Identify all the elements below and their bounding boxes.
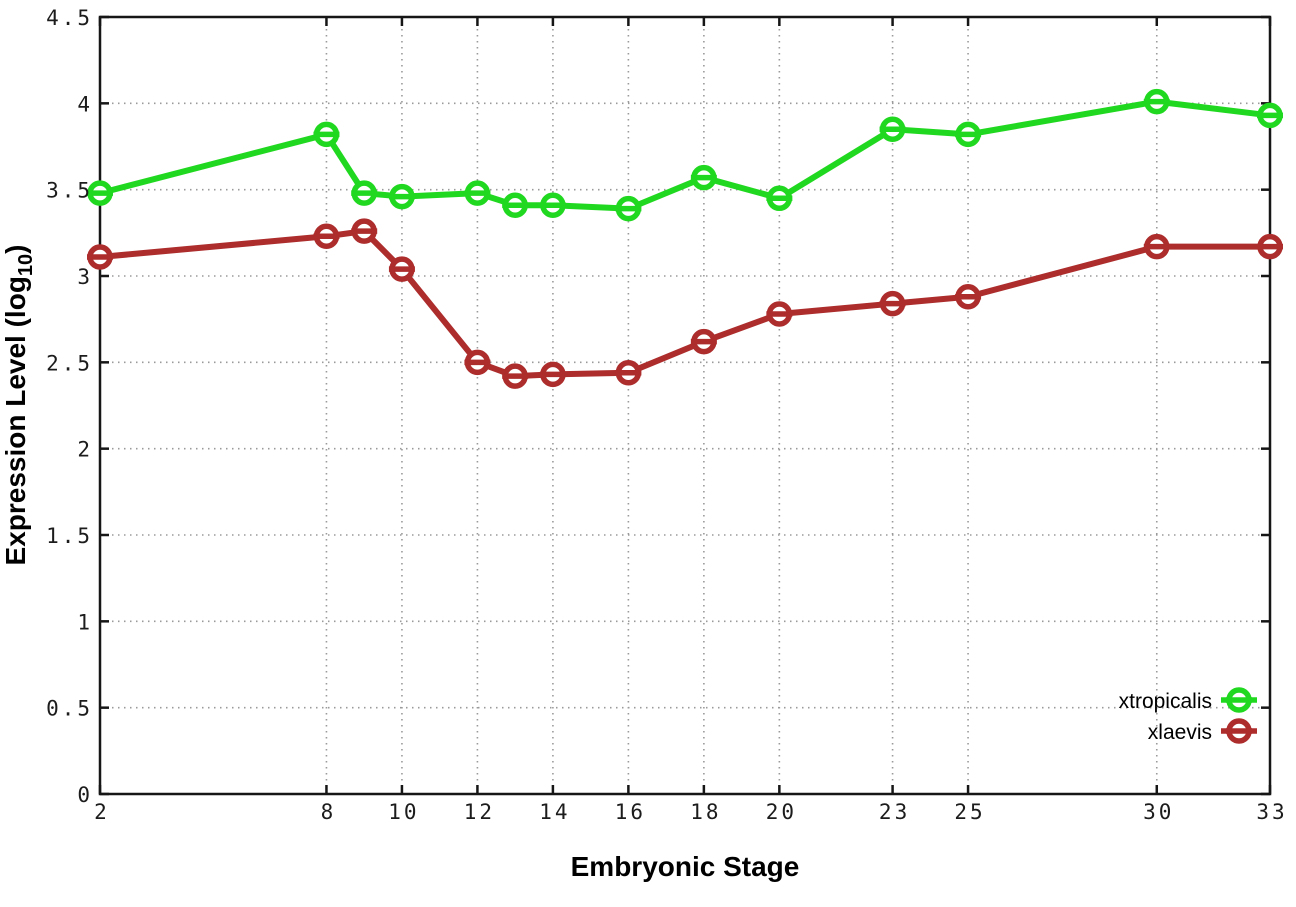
legend-label-xlaevis: xlaevis xyxy=(1148,721,1212,744)
legend-label-xtropicalis: xtropicalis xyxy=(1119,690,1212,713)
legend-item-xlaevis: xlaevis xyxy=(1148,718,1257,744)
y-tick-label: 1.5 xyxy=(46,524,93,548)
x-tick-label: 14 xyxy=(539,800,570,824)
y-tick-label: 0.5 xyxy=(46,697,93,721)
plot-border xyxy=(98,15,1272,796)
y-tick-label: 4.5 xyxy=(46,6,93,30)
x-axis-label: Embryonic Stage xyxy=(571,851,800,882)
y-tick-label: 2.5 xyxy=(46,351,93,375)
y-tick-label: 1 xyxy=(77,610,93,634)
y-tick-label: 4 xyxy=(77,92,93,116)
x-tick-label: 20 xyxy=(766,800,797,824)
x-tick-label: 30 xyxy=(1143,800,1174,824)
tick-labels: 0 0.5 1 1.5 2 2.5 3 3.5 4 4.5 2 8 10 12 14 16 18 20 23 25 30… xyxy=(46,6,1287,824)
y-tick-label: 2 xyxy=(77,438,93,462)
x-tick-label: 12 xyxy=(464,800,495,824)
x-tick-label: 25 xyxy=(954,800,985,824)
axis-ticks xyxy=(98,15,1272,796)
series-xtropicalis xyxy=(87,88,1283,222)
y-tick-label: 3.5 xyxy=(46,179,93,203)
y-tick-label: 3 xyxy=(77,265,93,289)
x-tick-label: 23 xyxy=(879,800,910,824)
y-axis-label: Expression Level (log10) xyxy=(0,245,37,566)
xtropicalis-line xyxy=(97,98,1273,212)
legend: xtropicalis xlaevis xyxy=(1119,687,1257,744)
gridlines xyxy=(99,16,1271,795)
y-tick-label: 0 xyxy=(77,783,93,807)
data-series xyxy=(87,88,1283,389)
x-tick-label: 33 xyxy=(1256,800,1287,824)
series-xlaevis xyxy=(87,218,1283,389)
legend-item-xtropicalis: xtropicalis xyxy=(1119,687,1257,713)
x-tick-label: 10 xyxy=(388,800,419,824)
x-tick-label: 2 xyxy=(94,800,110,824)
x-tick-label: 16 xyxy=(615,800,646,824)
xlaevis-line xyxy=(97,228,1273,380)
x-tick-label: 18 xyxy=(690,800,721,824)
x-tick-label: 8 xyxy=(321,800,337,824)
plot-frame xyxy=(98,15,1272,796)
